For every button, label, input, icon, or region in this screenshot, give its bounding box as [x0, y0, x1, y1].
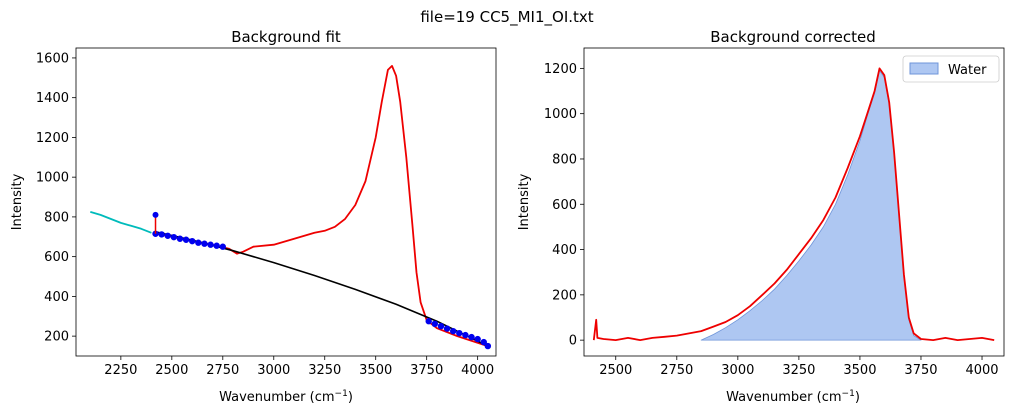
background-corrected-title: Background corrected: [710, 28, 876, 46]
baseline-point: [462, 331, 469, 339]
baseline-point: [219, 243, 226, 250]
background-fit-title: Background fit: [231, 28, 341, 46]
background-corrected-ytick-label: 0: [569, 334, 577, 349]
background-corrected-xtick-label: 3000: [721, 363, 754, 378]
background-fit-xtick-label: 2250: [104, 363, 137, 378]
background-corrected-xtick-label: 4000: [965, 363, 998, 378]
background-fit-plot-area: [75, 47, 497, 357]
background-fit-ytick-label: 800: [44, 210, 69, 225]
baseline-point: [170, 233, 178, 241]
baseline-point: [425, 318, 432, 325]
background-fit-ylabel: Intensity: [10, 173, 25, 230]
background-fit-xtick-label: 4000: [461, 363, 494, 378]
baseline-point: [431, 320, 439, 328]
baseline-point: [195, 239, 202, 246]
background-fit-xtick-label: 3750: [410, 363, 443, 378]
spectrum-series-line: [155, 65, 489, 347]
legend-water-label: Water: [948, 63, 987, 78]
background-corrected-ylabel: Intensity: [517, 173, 532, 230]
legend: Water: [902, 55, 1000, 83]
background-corrected-xtick-label: 2500: [599, 363, 632, 378]
baseline-point: [182, 236, 190, 243]
background-fit-ytick-label: 1400: [36, 91, 69, 106]
background-corrected-ytick-label: 600: [552, 198, 577, 213]
baseline-point: [176, 235, 184, 242]
background-fit-xlabel: Wavenumber (cm−1): [219, 389, 353, 405]
background-fit-ytick-label: 400: [44, 290, 69, 305]
background-corrected-xtick-label: 3250: [782, 363, 815, 378]
baseline-point: [474, 335, 481, 343]
corrected-spectrum-line: [592, 67, 995, 342]
background-fit-xtick-label: 3250: [308, 363, 341, 378]
background-fit-chart: Background fit 2250 2500 2750 3000 3250 3500 3…: [10, 28, 497, 405]
baseline-point: [213, 242, 220, 249]
background-fit-xtick-label: 3500: [359, 363, 392, 378]
baseline-point: [201, 240, 208, 247]
background-fit-ytick-label: 600: [44, 250, 69, 265]
baseline-point: [443, 325, 451, 332]
background-corrected-ytick-label: 400: [552, 243, 577, 258]
water-area: [700, 69, 922, 341]
baseline-point: [468, 333, 475, 341]
background-fit-ytick-label: 200: [44, 330, 69, 345]
background-corrected-ytick-label: 800: [552, 152, 577, 167]
background-fit-xtick-label: 2500: [155, 363, 188, 378]
background-corrected-chart: Background corrected 2500 2750 3000 3250 350…: [517, 28, 1005, 405]
baseline-point: [484, 342, 492, 350]
background-corrected-xtick-label: 2750: [660, 363, 693, 378]
spike-point: [152, 211, 159, 218]
background-corrected-ytick-label: 200: [552, 288, 577, 303]
background-corrected-xlabel: Wavenumber (cm−1): [726, 389, 860, 405]
background-corrected-xtick-label: 3750: [904, 363, 937, 378]
excluded-series-line: [90, 211, 152, 234]
background-corrected-plot-area: [583, 47, 1005, 357]
baseline-point: [158, 231, 165, 238]
baseline-point: [189, 237, 196, 245]
figure-suptitle: file=19 CC5_MI1_OI.txt: [420, 8, 593, 27]
background-corrected-ytick-label: 1000: [544, 107, 577, 122]
legend-water-swatch: [909, 62, 939, 75]
baseline-point: [480, 338, 487, 346]
baseline-point: [164, 232, 171, 239]
baseline-point: [437, 322, 445, 330]
background-fit-xtick-label: 3000: [257, 363, 290, 378]
baseline-point: [207, 241, 214, 248]
background-fit-ytick-label: 1000: [36, 171, 69, 186]
baseline-point: [456, 329, 463, 337]
background-fit-ytick-label: 1200: [36, 131, 69, 146]
background-fit-xtick-label: 2750: [206, 363, 239, 378]
background-fit-ytick-label: 1600: [36, 51, 69, 66]
baseline-point: [449, 327, 457, 335]
background-corrected-xtick-label: 3500: [843, 363, 876, 378]
background-corrected-ytick-label: 1200: [544, 62, 577, 77]
